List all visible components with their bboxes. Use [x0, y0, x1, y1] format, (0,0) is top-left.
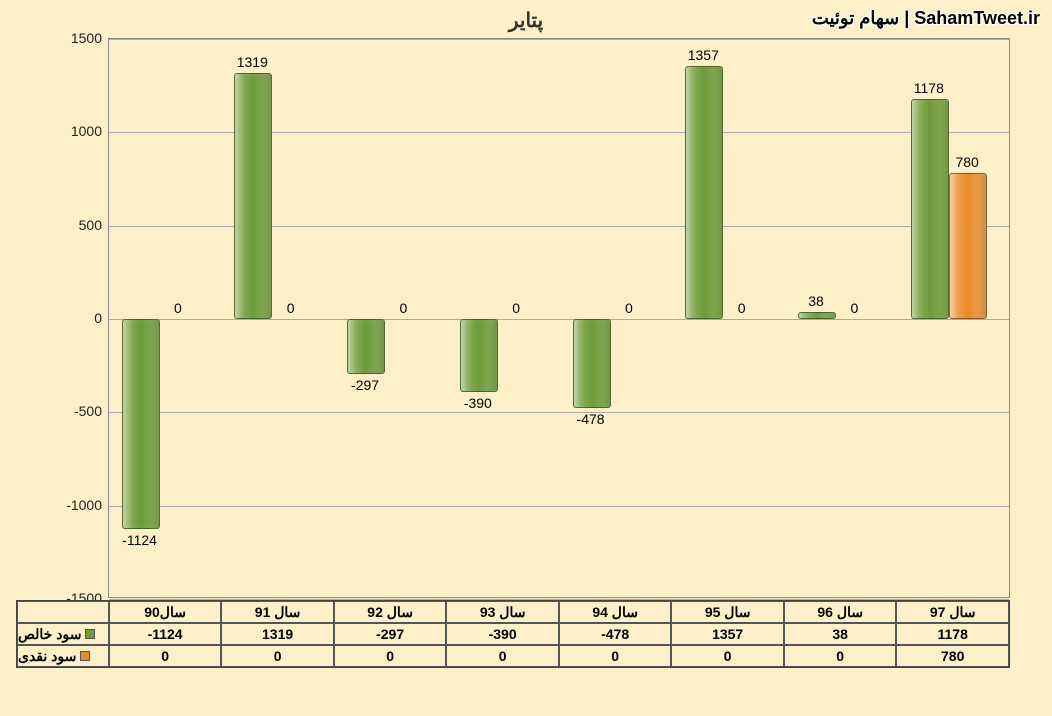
- bar-value-label: 38: [808, 293, 824, 309]
- grid-line: [109, 506, 1009, 507]
- grid-line: [109, 412, 1009, 413]
- table-cell: 0: [334, 645, 447, 667]
- bar-value-label: 1319: [237, 54, 268, 70]
- grid-line: [109, 319, 1009, 320]
- chart-plot-area: [108, 38, 1010, 598]
- bar-value-label: -297: [351, 377, 379, 393]
- y-axis-label: -1000: [42, 497, 102, 513]
- bar-green: [911, 99, 949, 319]
- bar-green: [573, 319, 611, 408]
- table-row-label: سود نقدی: [17, 645, 109, 667]
- table-cell: سال 91: [221, 601, 334, 623]
- watermark-text: سهام توئیت | SahamTweet.ir: [812, 8, 1040, 29]
- y-axis-label: -500: [42, 403, 102, 419]
- bar-green: [122, 319, 160, 529]
- bar-orange: [949, 173, 987, 319]
- bar-value-label: 0: [738, 300, 746, 316]
- table-cell: 0: [446, 645, 559, 667]
- table-cell: 1178: [896, 623, 1009, 645]
- table-cell: 0: [559, 645, 672, 667]
- bar-value-label: -1124: [122, 532, 157, 548]
- bar-value-label: -478: [577, 411, 605, 427]
- bar-value-label: -390: [464, 395, 492, 411]
- bar-value-label: 0: [625, 300, 633, 316]
- table-cell: 1357: [671, 623, 784, 645]
- data-table: سال90سال 91سال 92سال 93سال 94سال 95سال 9…: [16, 600, 1010, 668]
- table-cell: 780: [896, 645, 1009, 667]
- chart-title: پتایر: [509, 8, 543, 33]
- table-label-text: سود خالص: [18, 626, 81, 643]
- table-cell: سال 92: [334, 601, 447, 623]
- legend-swatch-orange: [80, 651, 90, 661]
- bar-green: [460, 319, 498, 392]
- table-label-text: سود نقدی: [18, 648, 76, 665]
- bar-green: [347, 319, 385, 374]
- table-cell: 0: [221, 645, 334, 667]
- table-cell: سال90: [109, 601, 222, 623]
- table-cell: سال 97: [896, 601, 1009, 623]
- table-cell: -297: [334, 623, 447, 645]
- bar-value-label: 1357: [688, 47, 719, 63]
- bar-value-label: 1178: [914, 80, 944, 96]
- table-cell: سال 93: [446, 601, 559, 623]
- y-axis-label: 1000: [42, 123, 102, 139]
- table-cell: -390: [446, 623, 559, 645]
- bar-value-label: 780: [955, 154, 978, 170]
- legend-swatch-green: [85, 629, 95, 639]
- table-cell: 38: [784, 623, 897, 645]
- table-cell: 0: [671, 645, 784, 667]
- y-axis-label: 0: [42, 310, 102, 326]
- table-cell: 0: [109, 645, 222, 667]
- bar-value-label: 0: [174, 300, 182, 316]
- y-axis-label: 1500: [42, 30, 102, 46]
- bar-value-label: 0: [850, 300, 858, 316]
- table-cell: 1319: [221, 623, 334, 645]
- table-cell: سال 96: [784, 601, 897, 623]
- grid-line: [109, 39, 1009, 40]
- table-row-label: [17, 601, 109, 623]
- table-row-label: سود خالص: [17, 623, 109, 645]
- y-axis-label: 500: [42, 217, 102, 233]
- bar-green: [798, 312, 836, 319]
- bar-value-label: 0: [399, 300, 407, 316]
- bar-green: [685, 66, 723, 319]
- bar-value-label: 0: [512, 300, 520, 316]
- bar-value-label: 0: [287, 300, 295, 316]
- bar-green: [234, 73, 272, 319]
- table-cell: -1124: [109, 623, 222, 645]
- table-cell: -478: [559, 623, 672, 645]
- table-cell: سال 94: [559, 601, 672, 623]
- table-cell: سال 95: [671, 601, 784, 623]
- table-cell: 0: [784, 645, 897, 667]
